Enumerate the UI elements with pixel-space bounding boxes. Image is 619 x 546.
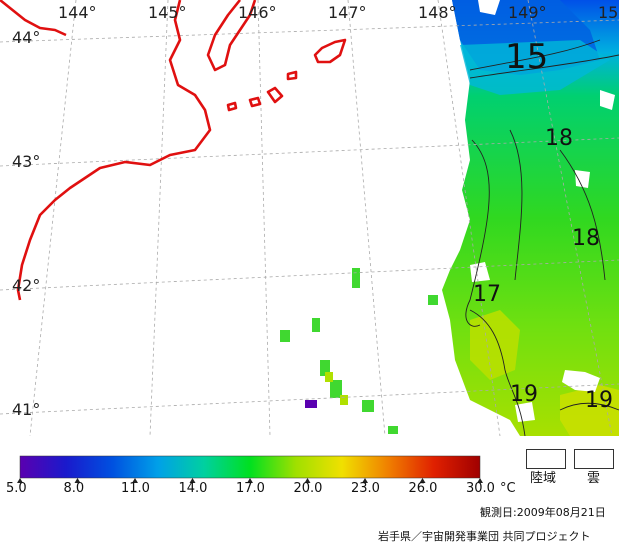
graticule [0, 0, 619, 436]
colorbar-tick-label: 17.0 [236, 481, 265, 496]
colorbar-tick-label: 11.0 [121, 481, 150, 496]
lon-label-150: 15 [598, 3, 619, 22]
colorbar-tick-mark [189, 478, 196, 483]
lon-label-144: 144° [58, 3, 97, 22]
sst-warm-south [470, 310, 520, 380]
cloud-patch [478, 0, 500, 15]
land-legend-label: 陸域 [530, 471, 557, 486]
cloud-legend-label: 雲 [587, 471, 601, 486]
colorbar [17, 455, 483, 483]
colorbar-tick-mark [362, 478, 368, 483]
lon-label-149: 149° [508, 3, 547, 22]
land-legend-swatch [526, 449, 566, 469]
contour-label: 17 [473, 282, 501, 307]
colorbar-tick-mark [247, 478, 253, 483]
sst-cyan-band [460, 40, 610, 95]
cloud-patch [515, 402, 535, 422]
colorbar-tick-mark [304, 478, 311, 483]
colorbar-tick-label: 5.0 [6, 481, 27, 496]
lat-label-44: 44° [12, 28, 41, 47]
credit-text: 岩手県／宇宙開発事業団 共同プロジェクト [378, 530, 591, 543]
lon-label-147: 147° [328, 3, 367, 22]
colorbar-tick-label: 20.0 [293, 481, 323, 496]
lat-label-41: 41° [12, 400, 41, 419]
cloud-patch [600, 90, 615, 110]
lon-label-145: 145° [148, 3, 187, 22]
lon-label-148: 148° [418, 3, 457, 22]
colorbar-tick-mark [132, 478, 138, 483]
sst-fragments [280, 268, 438, 434]
colorbar-tick-label: 14.0 [178, 481, 208, 496]
contour-label: 18 [545, 126, 573, 151]
sst-fragment-cold [305, 400, 317, 408]
colorbar-tick-mark [17, 478, 23, 483]
lat-label-42: 42° [12, 276, 41, 295]
contour-label: 19 [510, 382, 538, 407]
colorbar-tick-label: 23.0 [351, 481, 380, 496]
colorbar-tick-mark [74, 478, 81, 483]
observation-date: 観測日:2009年08月21日 [480, 506, 606, 519]
colorbar-tick-mark [477, 478, 483, 483]
colorbar-tick-mark [419, 478, 426, 483]
colorbar-unit: °C [500, 481, 516, 496]
lon-label-146: 146° [238, 3, 277, 22]
cloud-patch [575, 170, 590, 188]
colorbar-tick-label: 30.0 [466, 481, 495, 496]
coastline [0, 0, 347, 301]
colorbar-tick-label: 26.0 [408, 481, 438, 496]
cloud-legend-swatch [574, 449, 614, 469]
lat-label-43: 43° [12, 152, 41, 171]
contour-label: 15 [505, 37, 549, 77]
isotherms [465, 39, 619, 436]
colorbar-tick-label: 8.0 [63, 481, 85, 496]
contour-label: 18 [572, 226, 600, 251]
sst-map [0, 0, 619, 436]
sst-fragments-warm [325, 372, 348, 405]
contour-label: 19 [585, 388, 613, 413]
